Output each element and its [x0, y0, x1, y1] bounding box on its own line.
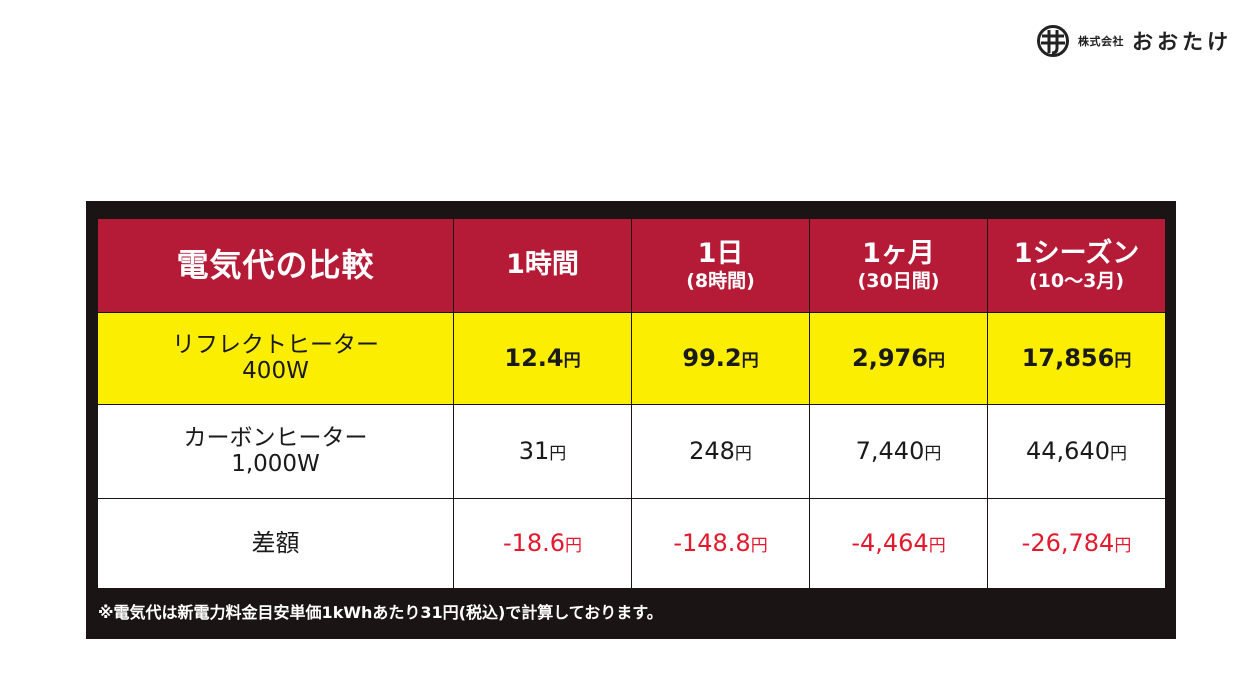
row-label-line2: 400W [242, 357, 309, 384]
header-col-main: 1シーズン [1013, 237, 1140, 269]
cell-value: -4,464 [851, 529, 929, 558]
table-cell: 44,640円 [988, 405, 1165, 498]
cell-unit: 円 [734, 444, 752, 465]
header-col-main: 1時間 [506, 249, 579, 281]
cell-value: 2,976 [852, 344, 928, 373]
table-title: 電気代の比較 [176, 245, 375, 284]
cell-unit: 円 [928, 536, 946, 557]
cell-unit: 円 [750, 536, 768, 557]
header-col-hour: 1時間 [454, 219, 631, 312]
table-cell: 248円 [632, 405, 809, 498]
cell-value: 44,640 [1026, 437, 1110, 466]
cell-value: 99.2 [682, 344, 742, 373]
row-label-reflect-heater: リフレクトヒーター 400W [98, 313, 453, 404]
row-label-line1: リフレクトヒーター [172, 331, 379, 358]
logo-mark-icon [1037, 25, 1069, 57]
header-col-season: 1シーズン (10〜3月) [988, 219, 1165, 312]
cell-value: 248 [689, 437, 735, 466]
table-cell: 12.4円 [454, 313, 631, 404]
footnote: ※電気代は新電力料金目安単価1kWhあたり31円(税込)で計算しております。 [98, 603, 663, 622]
cell-value: 12.4 [504, 344, 564, 373]
cell-value: 17,856 [1021, 344, 1115, 373]
header-col-sub: (10〜3月) [1028, 269, 1125, 292]
cell-unit: 円 [1114, 351, 1132, 372]
cell-unit: 円 [741, 351, 759, 372]
cell-unit: 円 [927, 351, 945, 372]
row-label-carbon-heater: カーボンヒーター 1,000W [98, 405, 453, 498]
row-label-line1: 差額 [251, 529, 300, 558]
cell-value: 7,440 [855, 437, 925, 466]
cell-unit: 円 [924, 444, 942, 465]
comparison-table: 電気代の比較 1時間 1日 (8時間) 1ヶ月 (30日間) 1シーズン (10… [98, 219, 1165, 588]
table-cell: 2,976円 [810, 313, 987, 404]
header-col-sub: (30日間) [857, 269, 940, 292]
company-logo: 株式会社 おおたけ [1036, 24, 1232, 58]
row-label-line1: カーボンヒーター [183, 424, 368, 451]
cell-value: -18.6 [502, 529, 566, 558]
cell-value: 31 [518, 437, 550, 466]
header-col-month: 1ヶ月 (30日間) [810, 219, 987, 312]
table-cell: -18.6円 [454, 499, 631, 588]
cell-unit: 円 [549, 444, 567, 465]
table-cell: 99.2円 [632, 313, 809, 404]
row-label-line2: 1,000W [231, 450, 320, 477]
cell-value: -26,784 [1021, 529, 1115, 558]
header-col-sub: (8時間) [686, 269, 755, 292]
table-cell: 31円 [454, 405, 631, 498]
cell-value: -148.8 [673, 529, 751, 558]
table-cell: 7,440円 [810, 405, 987, 498]
cell-unit: 円 [563, 351, 581, 372]
cell-unit: 円 [1114, 536, 1132, 557]
table-title-cell: 電気代の比較 [98, 219, 453, 312]
header-col-main: 1ヶ月 [862, 237, 935, 269]
logo-corp-text: 株式会社 [1078, 35, 1124, 48]
cell-unit: 円 [565, 536, 583, 557]
cell-unit: 円 [1109, 444, 1127, 465]
row-label-difference: 差額 [98, 499, 453, 588]
table-cell: 17,856円 [988, 313, 1165, 404]
comparison-panel: 電気代の比較 1時間 1日 (8時間) 1ヶ月 (30日間) 1シーズン (10… [86, 201, 1176, 639]
logo-name-text: おおたけ [1132, 29, 1232, 54]
header-col-main: 1日 [697, 237, 744, 269]
table-cell: -4,464円 [810, 499, 987, 588]
header-col-day: 1日 (8時間) [632, 219, 809, 312]
table-cell: -26,784円 [988, 499, 1165, 588]
table-cell: -148.8円 [632, 499, 809, 588]
